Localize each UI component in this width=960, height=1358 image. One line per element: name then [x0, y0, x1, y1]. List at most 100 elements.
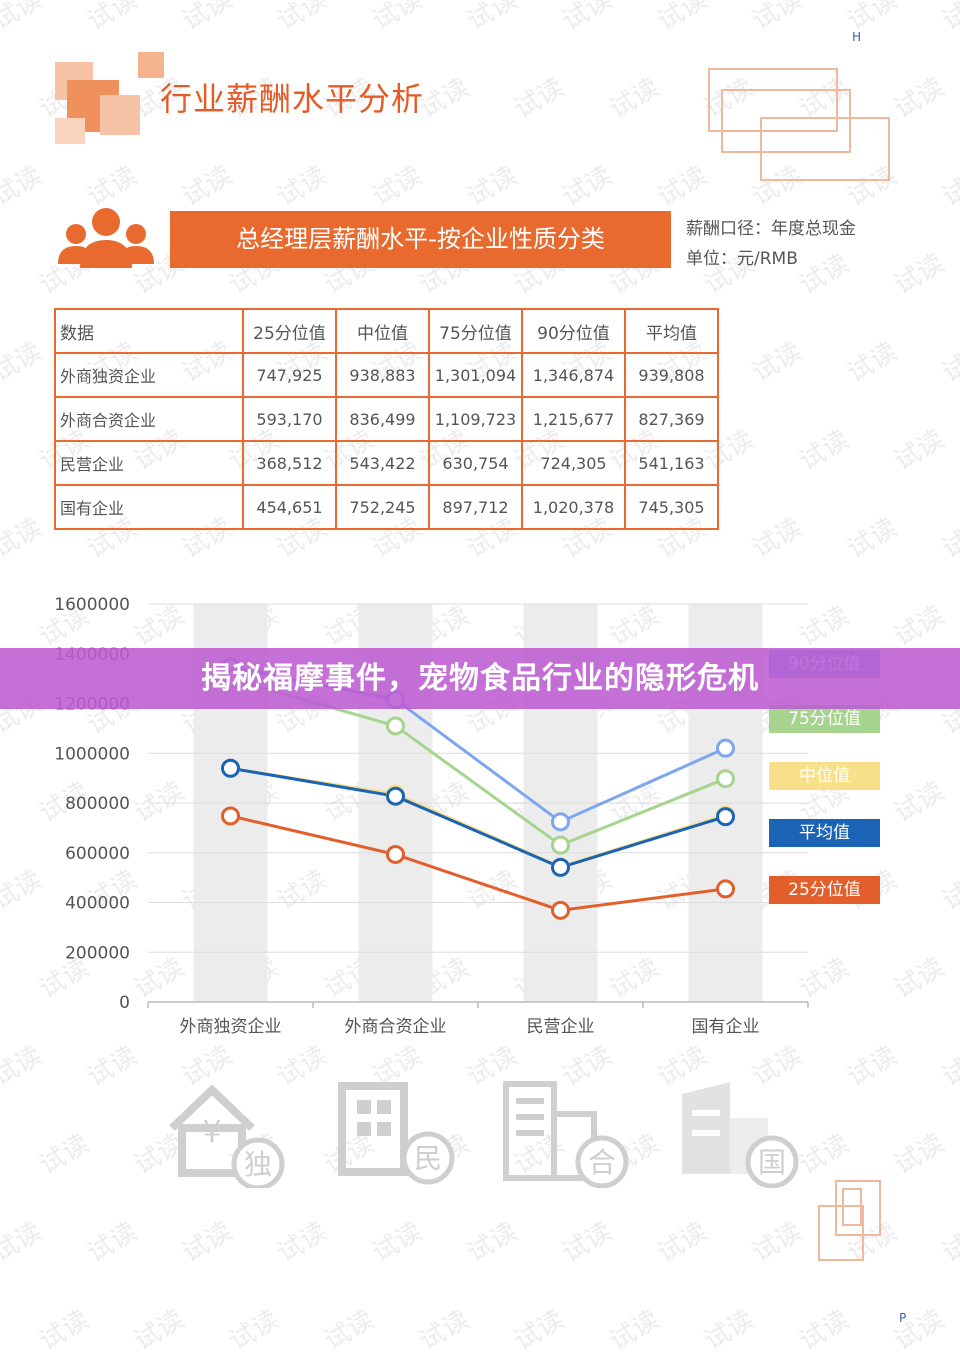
table-header-cell: 中位值 [335, 308, 430, 354]
table-header-cell: 75分位值 [428, 308, 523, 354]
watermark-text: 试读 [367, 1216, 428, 1269]
watermark-text: 试读 [224, 1304, 285, 1357]
data-point [386, 716, 405, 736]
watermark-text: 试读 [604, 1304, 665, 1357]
icon-badge-label: 独 [244, 1148, 272, 1181]
table-header-cell: 数据 [54, 308, 244, 354]
watermark-text: 试读 [34, 1304, 95, 1357]
table-row-label: 国有企业 [54, 484, 244, 530]
watermark-text: 试读 [177, 1216, 238, 1269]
unit-note: 单位：元/RMB [686, 249, 798, 269]
table-cell: 836,499 [335, 396, 430, 442]
table-cell: 593,170 [242, 396, 337, 442]
x-tick-label: 民营企业 [527, 1017, 595, 1037]
salary-caliber-note: 薪酬口径：年度总现金 [686, 219, 856, 239]
watermark-text: 试读 [0, 512, 48, 565]
building-joint-icon: 合 [503, 1081, 629, 1188]
watermark-text: 试读 [842, 512, 903, 565]
watermark-text: 试读 [699, 1304, 760, 1357]
table-header-cell: 平均值 [624, 308, 719, 354]
table-header-cell: 90分位值 [521, 308, 626, 354]
table-header-cell: 25分位值 [242, 308, 337, 354]
overlay-banner [0, 648, 960, 709]
watermark-text: 试读 [509, 72, 570, 125]
watermark-text: 试读 [0, 1216, 48, 1269]
watermark-text: 试读 [0, 0, 48, 37]
table-cell: 368,512 [242, 440, 337, 486]
icon-badge-label: 国 [758, 1146, 786, 1179]
table-cell: 541,163 [624, 440, 719, 486]
y-tick-label: 1000000 [54, 744, 130, 764]
data-point [386, 844, 405, 864]
table-row: 外商独资企业 747,925 938,883 1,301,094 1,346,8… [54, 352, 719, 398]
watermark-text: 试读 [937, 160, 960, 213]
watermark-text: 试读 [652, 160, 713, 213]
watermark-text: 试读 [889, 248, 950, 301]
watermark-text: 试读 [82, 160, 143, 213]
watermark-text: 试读 [0, 160, 48, 213]
table-row: 国有企业 454,651 752,245 897,712 1,020,378 7… [54, 484, 719, 530]
table-row: 外商合资企业 593,170 836,499 1,109,723 1,215,6… [54, 396, 719, 442]
watermark-text: 试读 [747, 0, 808, 37]
watermark-text: 试读 [272, 1216, 333, 1269]
icon-badge-label: 民 [414, 1142, 442, 1175]
data-point [716, 769, 735, 789]
watermark-text: 试读 [129, 1304, 190, 1357]
table-row: 民营企业 368,512 543,422 630,754 724,305 541… [54, 440, 719, 486]
table-cell: 1,109,723 [428, 396, 523, 442]
watermark-text: 试读 [604, 72, 665, 125]
watermark-text: 试读 [889, 1304, 950, 1357]
data-point [551, 835, 570, 855]
watermark-text: 试读 [367, 160, 428, 213]
x-tick-label: 外商合资企业 [345, 1017, 447, 1037]
table-row-label: 外商独资企业 [54, 352, 244, 398]
table-cell: 897,712 [428, 484, 523, 530]
table-cell: 454,651 [242, 484, 337, 530]
watermark-text: 试读 [82, 0, 143, 37]
table-cell: 938,883 [335, 352, 430, 398]
series-line [230, 766, 726, 869]
building-state-icon: 国 [682, 1082, 799, 1188]
data-point [551, 857, 570, 877]
table-cell: 724,305 [521, 440, 626, 486]
x-tick-label: 外商独资企业 [180, 1017, 282, 1037]
watermark-text: 试读 [272, 160, 333, 213]
people-group-icon [58, 208, 154, 268]
house-yen-icon: ¥ 独 [169, 1084, 285, 1188]
y-tick-label: 0 [119, 993, 130, 1013]
watermark-text: 试读 [557, 1216, 618, 1269]
watermark-text: 试读 [747, 512, 808, 565]
x-tick-label: 国有企业 [692, 1017, 760, 1037]
watermark-text: 试读 [937, 1040, 960, 1093]
legend-item: 中位值 [769, 762, 880, 790]
watermark-text: 试读 [462, 0, 523, 37]
data-point [551, 900, 570, 920]
watermark-text: 试读 [177, 0, 238, 37]
series-line [230, 766, 726, 869]
watermark-text: 试读 [367, 0, 428, 37]
table-cell: 939,808 [624, 352, 719, 398]
watermark-text: 试读 [652, 0, 713, 37]
data-point [551, 812, 570, 832]
table-cell: 1,020,378 [521, 484, 626, 530]
legend-item: 平均值 [769, 819, 880, 847]
building-private-icon: 民 [338, 1082, 455, 1185]
watermark-text: 试读 [82, 1216, 143, 1269]
table-cell: 1,346,874 [521, 352, 626, 398]
data-point [716, 807, 735, 827]
watermark-text: 试读 [509, 1304, 570, 1357]
table-cell: 747,925 [242, 352, 337, 398]
watermark-text: 试读 [889, 1128, 950, 1181]
page-title: 行业薪酬水平分析 [160, 80, 425, 118]
table-header-row: 数据 25分位值 中位值 75分位值 90分位值 平均值 [54, 308, 719, 354]
legend-item: 75分位值 [769, 705, 880, 733]
watermark-text: 试读 [652, 1216, 713, 1269]
table-cell: 630,754 [428, 440, 523, 486]
table-cell: 752,245 [335, 484, 430, 530]
watermark-text: 试读 [937, 336, 960, 389]
watermark-text: 试读 [889, 424, 950, 477]
watermark-text: 试读 [462, 1216, 523, 1269]
data-point [716, 738, 735, 758]
watermark-text: 试读 [34, 1128, 95, 1181]
table-cell: 827,369 [624, 396, 719, 442]
